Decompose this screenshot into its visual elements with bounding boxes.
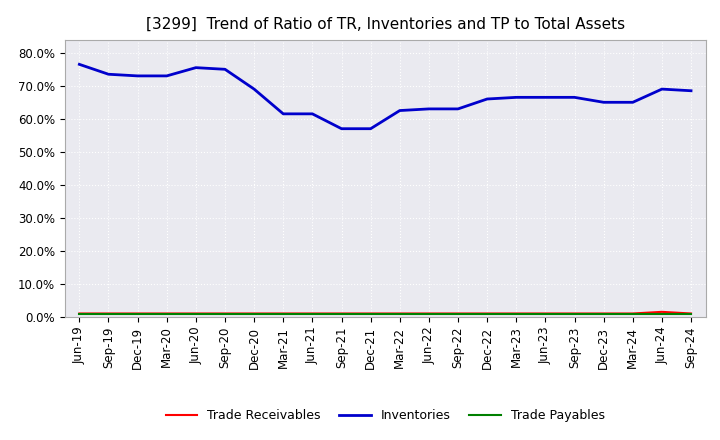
Trade Payables <box>483 312 492 317</box>
Trade Payables <box>308 312 317 317</box>
Inventories <box>308 111 317 117</box>
Trade Receivables <box>454 311 462 316</box>
Trade Payables <box>454 312 462 317</box>
Trade Receivables <box>75 311 84 316</box>
Inventories <box>192 65 200 70</box>
Inventories <box>454 106 462 111</box>
Line: Trade Receivables: Trade Receivables <box>79 312 691 313</box>
Inventories <box>512 95 521 100</box>
Trade Payables <box>541 312 550 317</box>
Trade Payables <box>75 312 84 317</box>
Trade Receivables <box>366 311 375 316</box>
Trade Payables <box>163 312 171 317</box>
Inventories <box>629 99 637 105</box>
Inventories <box>483 96 492 102</box>
Trade Payables <box>599 312 608 317</box>
Trade Payables <box>512 312 521 317</box>
Trade Receivables <box>104 311 113 316</box>
Trade Receivables <box>629 311 637 316</box>
Trade Payables <box>629 312 637 317</box>
Trade Receivables <box>483 311 492 316</box>
Inventories <box>250 86 258 92</box>
Trade Payables <box>570 312 579 317</box>
Inventories <box>133 73 142 78</box>
Trade Receivables <box>425 311 433 316</box>
Inventories <box>599 99 608 105</box>
Inventories <box>541 95 550 100</box>
Inventories <box>395 108 404 113</box>
Inventories <box>425 106 433 111</box>
Inventories <box>104 72 113 77</box>
Inventories <box>337 126 346 131</box>
Trade Receivables <box>133 311 142 316</box>
Trade Receivables <box>192 311 200 316</box>
Trade Receivables <box>599 311 608 316</box>
Legend: Trade Receivables, Inventories, Trade Payables: Trade Receivables, Inventories, Trade Pa… <box>161 404 610 427</box>
Trade Receivables <box>279 311 287 316</box>
Trade Payables <box>687 312 696 317</box>
Inventories <box>570 95 579 100</box>
Trade Receivables <box>337 311 346 316</box>
Trade Receivables <box>308 311 317 316</box>
Inventories <box>687 88 696 93</box>
Trade Payables <box>366 312 375 317</box>
Trade Payables <box>279 312 287 317</box>
Inventories <box>657 86 666 92</box>
Trade Receivables <box>163 311 171 316</box>
Trade Receivables <box>657 309 666 315</box>
Trade Receivables <box>541 311 550 316</box>
Inventories <box>163 73 171 78</box>
Line: Inventories: Inventories <box>79 64 691 128</box>
Trade Receivables <box>512 311 521 316</box>
Inventories <box>75 62 84 67</box>
Trade Receivables <box>250 311 258 316</box>
Trade Payables <box>337 312 346 317</box>
Trade Payables <box>133 312 142 317</box>
Trade Payables <box>104 312 113 317</box>
Title: [3299]  Trend of Ratio of TR, Inventories and TP to Total Assets: [3299] Trend of Ratio of TR, Inventories… <box>145 16 625 32</box>
Trade Receivables <box>687 311 696 316</box>
Trade Payables <box>657 312 666 317</box>
Trade Receivables <box>570 311 579 316</box>
Inventories <box>220 66 229 72</box>
Trade Receivables <box>395 311 404 316</box>
Inventories <box>279 111 287 117</box>
Trade Payables <box>395 312 404 317</box>
Trade Receivables <box>220 311 229 316</box>
Trade Payables <box>220 312 229 317</box>
Trade Payables <box>425 312 433 317</box>
Inventories <box>366 126 375 131</box>
Trade Payables <box>192 312 200 317</box>
Trade Payables <box>250 312 258 317</box>
